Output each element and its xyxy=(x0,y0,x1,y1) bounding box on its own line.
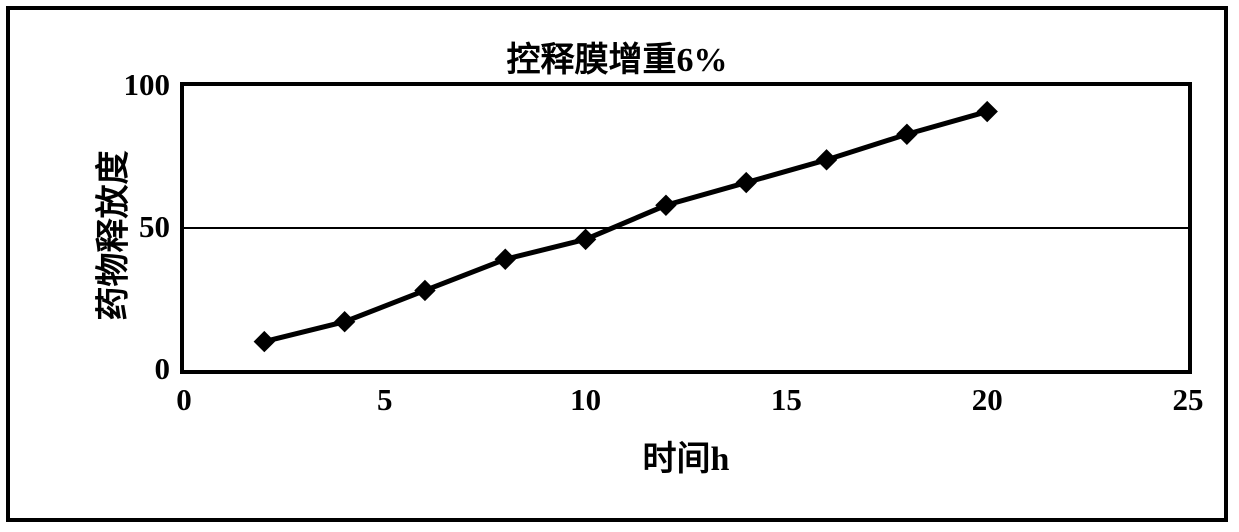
data-marker xyxy=(254,332,274,352)
y-tick-label: 50 xyxy=(90,209,170,245)
x-tick-label: 5 xyxy=(345,382,425,418)
chart-title: 控释膜增重6% xyxy=(10,32,1224,81)
y-tick-label: 100 xyxy=(90,67,170,103)
data-marker xyxy=(897,124,917,144)
x-axis-label: 时间h xyxy=(180,431,1192,480)
x-tick-label: 10 xyxy=(546,382,626,418)
data-marker xyxy=(415,280,435,300)
data-marker xyxy=(817,150,837,170)
x-tick-label: 20 xyxy=(947,382,1027,418)
grid-line xyxy=(184,227,1188,229)
data-marker xyxy=(977,102,997,122)
x-tick-label: 25 xyxy=(1148,382,1228,418)
plot-area xyxy=(180,82,1192,374)
data-marker xyxy=(576,229,596,249)
data-marker xyxy=(736,173,756,193)
data-marker xyxy=(656,195,676,215)
x-tick-label: 15 xyxy=(746,382,826,418)
chart-outer-frame: 控释膜增重6% 药物释放度 0501000510152025 时间h xyxy=(6,6,1228,522)
data-marker xyxy=(335,312,355,332)
data-marker xyxy=(495,249,515,269)
x-tick-label: 0 xyxy=(144,382,224,418)
